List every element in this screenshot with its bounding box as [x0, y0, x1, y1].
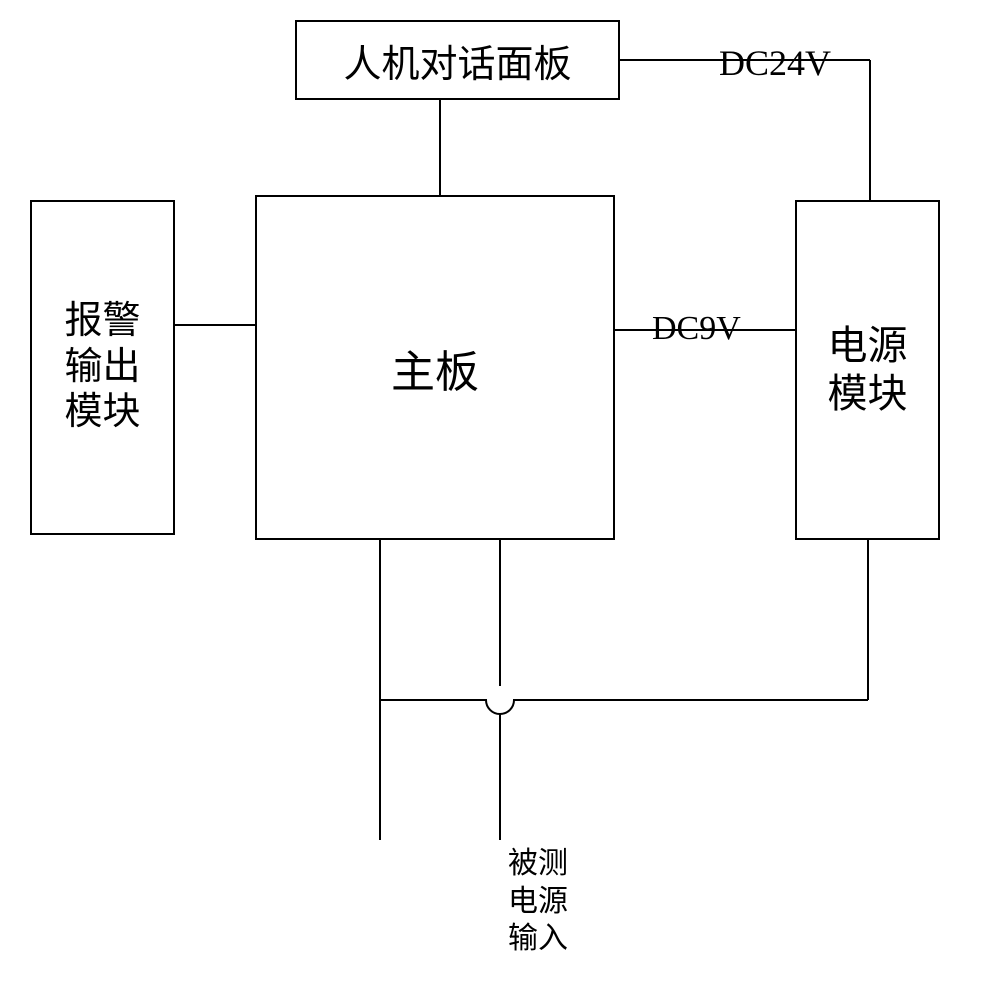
power-module-block: 电源模块: [795, 200, 940, 540]
hmi-panel-block: 人机对话面板: [295, 20, 620, 100]
power-module-label: 电源模块: [824, 322, 912, 418]
measured-input-label: 被测电源输入: [505, 845, 571, 958]
conn-power-horizontal: [380, 700, 868, 714]
hmi-panel-label: 人机对话面板: [343, 33, 571, 88]
mainboard-label: 主板: [391, 336, 479, 400]
alarm-module-label: 报警输出模块: [61, 299, 145, 436]
alarm-module-block: 报警输出模块: [30, 200, 175, 535]
dc9v-label: DC9V: [648, 310, 745, 348]
dc24v-label: DC24V: [715, 42, 835, 84]
mainboard-block: 主板: [255, 195, 615, 540]
